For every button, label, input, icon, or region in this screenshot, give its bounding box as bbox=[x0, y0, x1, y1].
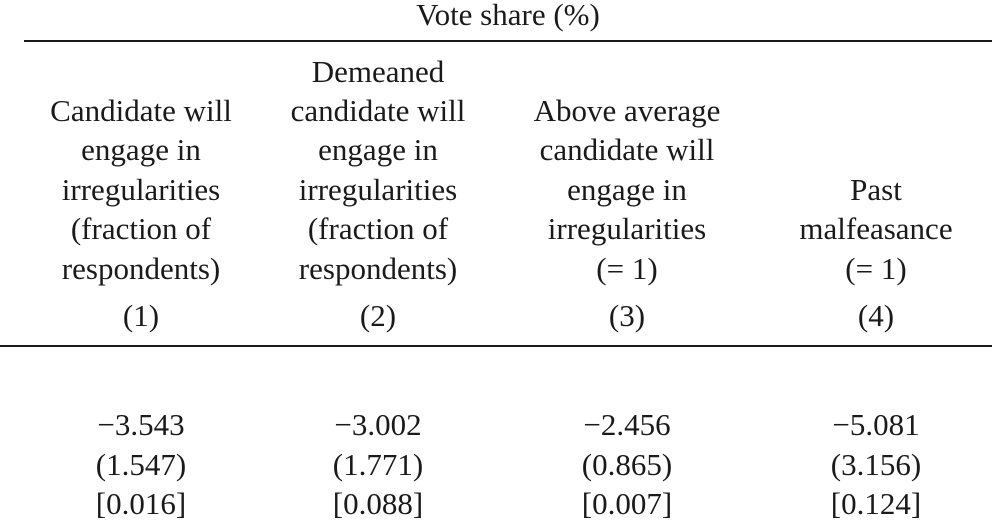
column-header-line: (= 1) bbox=[596, 250, 658, 286]
standard-error: (3.156) bbox=[830, 446, 922, 482]
standard-error: (1.771) bbox=[332, 446, 424, 482]
column-3-header: Above average candidate will engage in i… bbox=[507, 48, 747, 288]
column-4-header: Past malfeasance (= 1) bbox=[766, 48, 986, 288]
top-rule bbox=[24, 40, 992, 42]
column-2-values: −3.002 (1.771) [0.088] bbox=[268, 405, 488, 524]
column-1-values: −3.543 (1.547) [0.016] bbox=[31, 405, 251, 524]
column-3-values: −2.456 (0.865) [0.007] bbox=[507, 405, 747, 524]
p-value: [0.007] bbox=[581, 486, 673, 521]
column-header-line: Demeaned bbox=[311, 53, 445, 89]
column-4-number: (4) bbox=[857, 298, 895, 333]
column-header-line: respondents) bbox=[61, 250, 221, 286]
column-header-line: (fraction of bbox=[307, 211, 449, 247]
column-header-line: engage in bbox=[318, 132, 438, 168]
column-header-line: irregularities bbox=[547, 211, 707, 247]
column-1-number: (1) bbox=[122, 298, 160, 333]
coefficient-estimate: −2.456 bbox=[583, 407, 671, 442]
column-header-line: Candidate will bbox=[50, 92, 232, 128]
standard-error: (0.865) bbox=[581, 446, 673, 482]
column-header-line: (fraction of bbox=[70, 211, 212, 247]
column-header-line: respondents) bbox=[298, 250, 458, 286]
column-4-values: −5.081 (3.156) [0.124] bbox=[766, 405, 986, 524]
column-header-line: irregularities bbox=[61, 171, 221, 207]
column-3-number: (3) bbox=[608, 298, 646, 333]
column-header-line: Past bbox=[850, 171, 902, 207]
column-header-line: malfeasance bbox=[799, 211, 953, 247]
dependent-variable-title: Vote share (%) bbox=[416, 0, 600, 32]
standard-error: (1.547) bbox=[95, 446, 187, 482]
column-header-line: (= 1) bbox=[845, 250, 907, 286]
column-header-line: candidate will bbox=[539, 132, 715, 168]
p-value: [0.088] bbox=[332, 486, 424, 521]
column-header-line: candidate will bbox=[290, 92, 466, 128]
coefficient-estimate: −5.081 bbox=[832, 407, 920, 442]
header-bottom-rule bbox=[0, 345, 992, 347]
column-2-header: Demeaned candidate will engage in irregu… bbox=[268, 48, 488, 288]
column-header-line: engage in bbox=[567, 171, 687, 207]
column-header-line: engage in bbox=[81, 132, 201, 168]
column-2-number: (2) bbox=[359, 298, 397, 333]
coefficient-estimate: −3.002 bbox=[334, 407, 422, 442]
coefficient-estimate: −3.543 bbox=[97, 407, 185, 442]
p-value: [0.124] bbox=[830, 486, 922, 521]
column-header-line: irregularities bbox=[298, 171, 458, 207]
column-1-header: Candidate will engage in irregularities … bbox=[31, 48, 251, 288]
p-value: [0.016] bbox=[95, 486, 187, 521]
column-header-line: Above average bbox=[533, 92, 721, 128]
